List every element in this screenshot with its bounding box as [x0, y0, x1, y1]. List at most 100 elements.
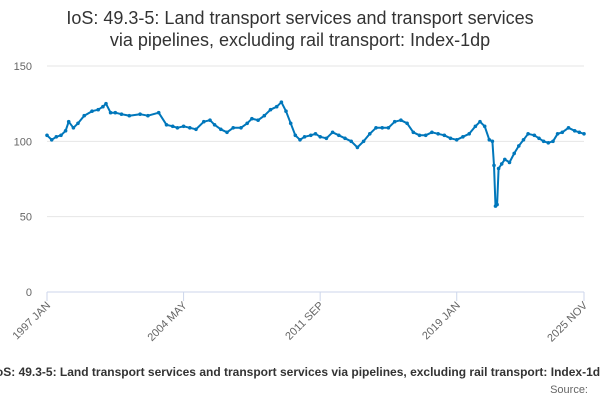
data-point[interactable] [250, 116, 254, 121]
data-point[interactable] [330, 130, 335, 135]
data-point[interactable] [164, 123, 169, 127]
data-point[interactable] [560, 130, 565, 135]
data-point[interactable] [256, 118, 260, 122]
data-point[interactable] [146, 113, 150, 118]
data-point[interactable] [302, 135, 307, 139]
data-point[interactable] [309, 133, 313, 138]
data-point[interactable] [503, 157, 507, 162]
data-point[interactable] [546, 141, 551, 145]
data-point[interactable] [324, 136, 329, 141]
data-point[interactable] [76, 121, 80, 126]
data-point[interactable] [219, 127, 223, 132]
data-point[interactable] [274, 104, 279, 109]
data-point[interactable] [90, 109, 94, 113]
data-point[interactable] [490, 139, 495, 144]
data-point[interactable] [374, 126, 378, 130]
data-point[interactable] [337, 133, 341, 138]
data-point[interactable] [170, 124, 175, 129]
data-point[interactable] [101, 104, 105, 109]
data-point[interactable] [423, 133, 428, 138]
data-point[interactable] [318, 135, 323, 139]
data-point[interactable] [202, 119, 206, 124]
data-point[interactable] [555, 132, 560, 136]
data-point[interactable] [448, 136, 453, 141]
data-point[interactable] [566, 126, 571, 130]
data-point[interactable] [63, 129, 68, 133]
data-point[interactable] [499, 162, 504, 166]
data-point[interactable] [454, 138, 459, 142]
data-point[interactable] [208, 118, 212, 122]
data-point[interactable] [478, 119, 482, 124]
legend-label[interactable]: IoS: 49.3-5: Land transport services and… [0, 365, 600, 379]
data-point[interactable] [59, 133, 63, 138]
data-point[interactable] [361, 139, 366, 144]
data-point[interactable] [368, 132, 372, 136]
data-point[interactable] [104, 101, 108, 106]
series-line[interactable] [46, 101, 585, 208]
data-point[interactable] [262, 113, 267, 118]
data-point[interactable] [231, 126, 235, 130]
data-point[interactable] [239, 126, 243, 130]
data-point[interactable] [572, 129, 577, 133]
data-point[interactable] [119, 112, 124, 116]
data-point[interactable] [82, 113, 86, 118]
data-point[interactable] [293, 133, 298, 138]
data-point[interactable] [96, 107, 100, 112]
data-point[interactable] [245, 121, 249, 126]
data-point[interactable] [517, 144, 521, 148]
data-point[interactable] [532, 133, 537, 138]
data-point[interactable] [225, 130, 229, 135]
data-point[interactable] [127, 113, 132, 118]
data-point[interactable] [487, 138, 492, 142]
data-point[interactable] [442, 133, 447, 138]
data-point[interactable] [521, 138, 526, 142]
data-point[interactable] [482, 124, 487, 129]
data-point[interactable] [113, 110, 118, 115]
data-point[interactable] [492, 163, 496, 168]
data-point[interactable] [436, 132, 440, 136]
data-point[interactable] [537, 136, 541, 141]
data-point[interactable] [54, 135, 59, 139]
data-point[interactable] [313, 132, 318, 136]
data-point[interactable] [355, 145, 360, 150]
data-point[interactable] [349, 139, 354, 144]
data-point[interactable] [380, 126, 385, 130]
data-point[interactable] [417, 133, 422, 138]
data-point[interactable] [279, 100, 284, 104]
data-point[interactable] [512, 151, 516, 156]
data-point[interactable] [473, 124, 478, 129]
data-point[interactable] [268, 107, 273, 112]
data-point[interactable] [411, 130, 416, 135]
data-point[interactable] [49, 138, 54, 142]
data-point[interactable] [156, 110, 161, 115]
data-point[interactable] [175, 126, 180, 130]
data-point[interactable] [392, 119, 397, 124]
data-point[interactable] [194, 127, 198, 132]
data-point[interactable] [582, 132, 586, 136]
data-point[interactable] [284, 109, 288, 113]
data-point[interactable] [430, 130, 434, 135]
data-point[interactable] [45, 133, 49, 138]
data-point[interactable] [343, 136, 347, 141]
data-point[interactable] [66, 119, 71, 124]
data-point[interactable] [495, 202, 499, 207]
data-point[interactable] [541, 139, 546, 144]
data-point[interactable] [188, 126, 192, 130]
data-point[interactable] [507, 160, 512, 165]
data-point[interactable] [526, 132, 530, 136]
data-point[interactable] [577, 130, 582, 135]
data-point[interactable] [386, 126, 391, 130]
data-point[interactable] [108, 110, 113, 115]
data-point[interactable] [181, 124, 186, 129]
data-point[interactable] [212, 123, 217, 127]
data-point[interactable] [399, 118, 403, 122]
data-point[interactable] [71, 126, 76, 130]
data-point[interactable] [138, 112, 142, 116]
data-point[interactable] [461, 135, 465, 139]
data-point[interactable] [405, 121, 409, 126]
data-point[interactable] [288, 121, 293, 126]
data-point[interactable] [467, 132, 472, 136]
data-point[interactable] [496, 166, 501, 171]
data-point[interactable] [298, 138, 302, 142]
data-point[interactable] [551, 139, 555, 144]
